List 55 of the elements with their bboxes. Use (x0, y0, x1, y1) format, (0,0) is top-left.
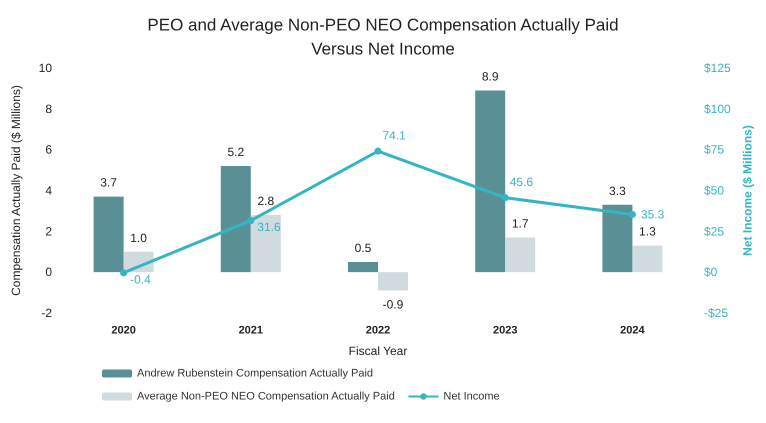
x-tick-label: 2020 (111, 324, 136, 336)
bar (602, 204, 632, 272)
data-label: 1.7 (512, 216, 529, 230)
legend-label: Andrew Rubenstein Compensation Actually Paid (137, 368, 374, 380)
y-axis-title: Compensation Actually Paid ($ Millions) (9, 85, 23, 296)
y-tick-label: 4 (45, 184, 52, 198)
bar (505, 237, 536, 272)
point (628, 211, 636, 218)
bar (250, 215, 281, 272)
y2-tick-label: $25 (704, 224, 724, 238)
chart-title: PEO and Average Non-PEO NEO Compensation Actually Paid Versus Net Income (147, 16, 619, 58)
data-label: -0.4 (130, 272, 152, 286)
bar (632, 246, 662, 272)
y-tick-label: 2 (45, 224, 52, 238)
point (502, 194, 509, 202)
y-tick-label: 6 (45, 142, 52, 157)
bar (475, 90, 506, 272)
y2-axis-title: Net Income ($ Millions) (740, 125, 755, 256)
y-tick-label: 8 (45, 102, 52, 116)
point (247, 217, 254, 224)
data-label: -0.9 (382, 298, 404, 312)
y2-tick-label: $75 (704, 142, 724, 157)
y2-tick-label: $125 (704, 61, 732, 75)
y2-tick-label: $100 (704, 102, 732, 116)
x-tick-label: 2021 (238, 324, 264, 336)
y-tick-label: 0 (45, 265, 52, 280)
data-label: 1.0 (130, 230, 148, 245)
data-label: 0.5 (354, 240, 372, 255)
data-label: 5.2 (227, 145, 244, 159)
legend-label: Net Income (443, 390, 500, 402)
data-label: 3.3 (609, 184, 626, 198)
bar (94, 196, 124, 272)
y2-tick-label: $50 (704, 184, 724, 198)
data-label: 45.6 (510, 175, 534, 190)
point (120, 269, 128, 276)
bar (220, 166, 251, 272)
x-tick-label: 2024 (620, 324, 646, 336)
x-tick-label: 2022 (366, 324, 390, 336)
point (374, 148, 382, 155)
y2-tick-label: $0 (704, 265, 718, 280)
data-label: 1.3 (639, 224, 656, 239)
data-label: 3.7 (100, 176, 118, 190)
data-label: 74.1 (382, 128, 406, 143)
data-label: 35.3 (640, 208, 665, 222)
legend-label: Average Non-PEO NEO Compensation Actually Paid (137, 390, 395, 402)
data-label: 8.9 (482, 69, 499, 84)
y-tick-label: -2 (41, 306, 52, 320)
bar (348, 262, 378, 272)
bar (378, 272, 408, 291)
y2-tick-label: -$25 (704, 306, 728, 320)
x-axis-title: Fiscal Year (348, 344, 408, 358)
y-tick-label: 10 (38, 61, 52, 75)
x-tick-label: 2023 (492, 324, 518, 336)
data-label: 31.6 (257, 220, 281, 234)
data-label: 2.8 (257, 194, 274, 208)
